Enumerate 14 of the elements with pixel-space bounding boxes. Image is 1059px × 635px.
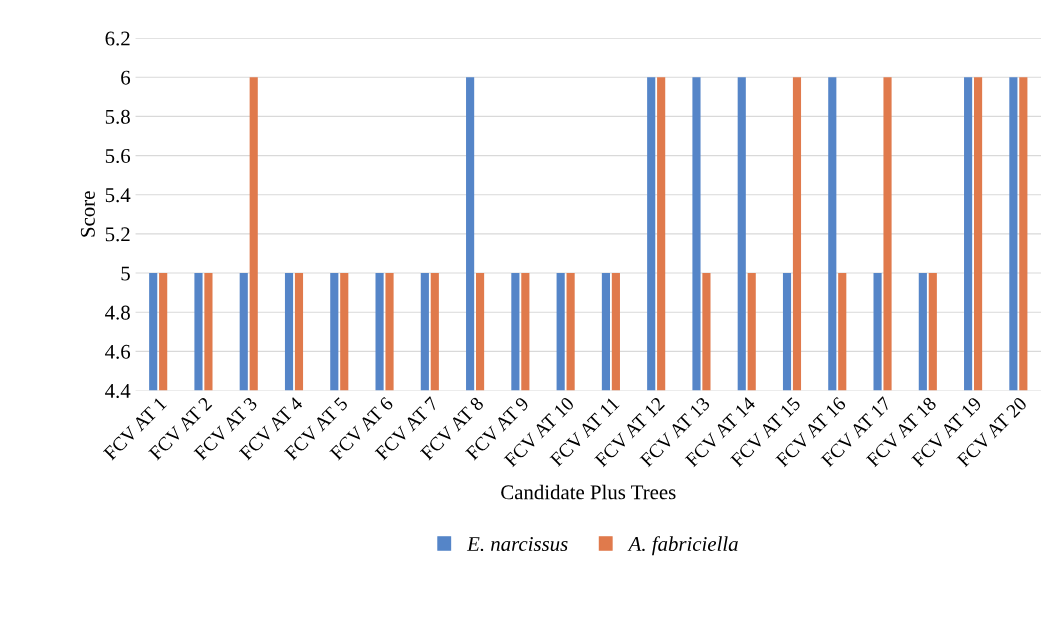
y-tick-label: 5.6 (105, 149, 131, 164)
y-tick-label: 4.4 (105, 384, 131, 399)
y-tick-label: 5.4 (105, 188, 131, 203)
y-tick-label: 4.6 (105, 344, 131, 359)
x-axis-title: Candidate Plus Trees (501, 484, 676, 500)
y-axis-title: Score (80, 191, 95, 237)
y-tick-label: 6.2 (105, 31, 130, 46)
legend-label: E. narcissus (466, 537, 568, 552)
y-tick-label: 5.2 (105, 227, 130, 242)
y-tick-label: 5.8 (105, 109, 130, 124)
legend-label: A. fabriciella (627, 536, 738, 556)
y-tick-label: 6 (121, 70, 131, 85)
y-tick-label: 4.8 (105, 305, 130, 320)
y-tick-label: 5 (121, 266, 130, 281)
